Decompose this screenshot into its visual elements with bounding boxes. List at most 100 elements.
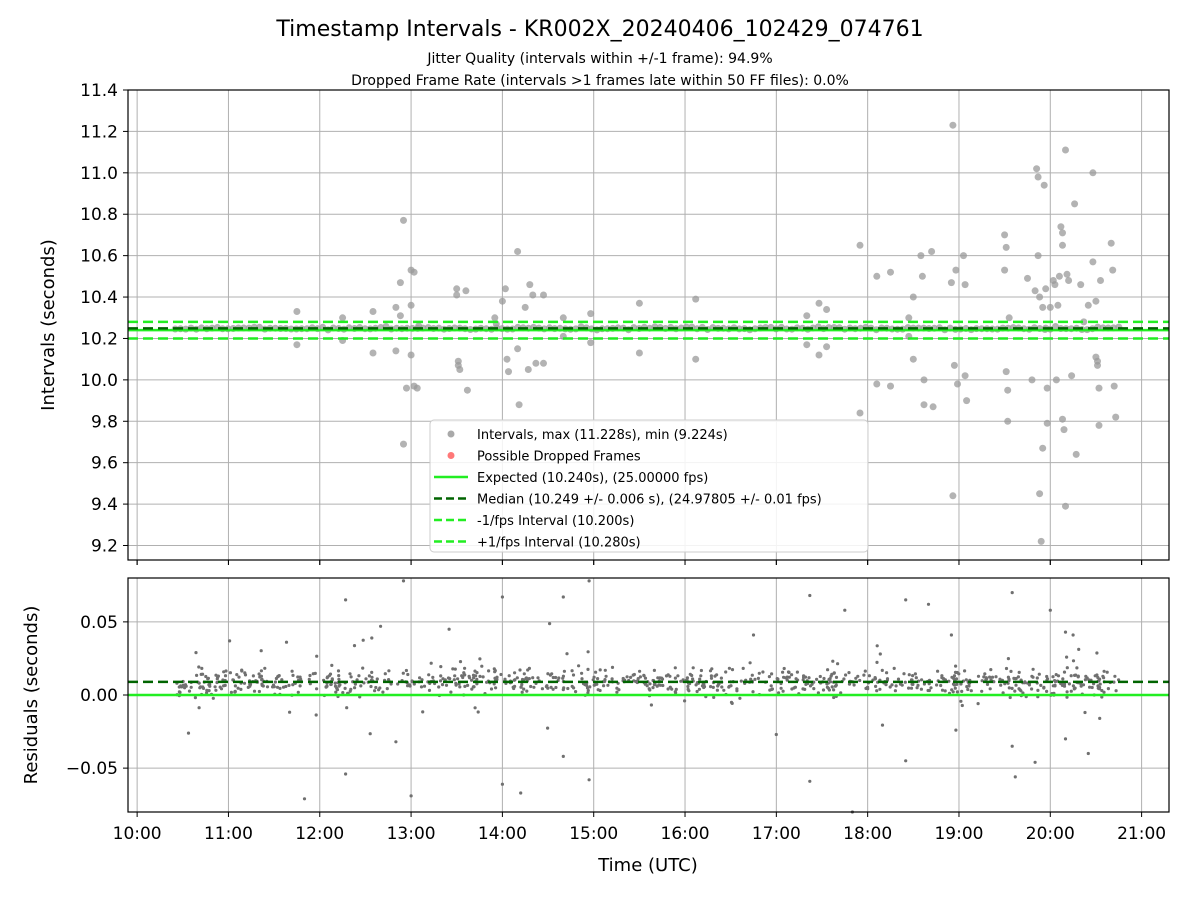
interval-outlier-point-106: [1046, 303, 1054, 311]
residual-point: [844, 673, 848, 677]
residual-point: [716, 682, 721, 687]
residual-point: [1006, 657, 1011, 661]
residual-point: [936, 669, 940, 673]
chart-subtitle-dropped: Dropped Frame Rate (intervals >1 frames …: [351, 73, 849, 89]
interval-outlier-point-57: [856, 241, 864, 249]
interval-outlier-point-10: [400, 216, 407, 224]
residual-point: [438, 679, 443, 683]
residual-point: [385, 687, 389, 691]
residual-point: [1007, 678, 1011, 683]
residual-point: [1088, 685, 1092, 689]
residual-point: [454, 681, 458, 686]
residual-point: [580, 671, 584, 675]
residual-point: [1073, 673, 1077, 678]
residual-point: [913, 672, 918, 676]
residual-point: [419, 685, 424, 689]
interval-outlier-point-116: [1060, 426, 1068, 434]
interval-outlier-point-39: [529, 291, 537, 299]
residual-point: [452, 678, 456, 682]
residual-point: [216, 674, 220, 678]
residual-point: [683, 699, 687, 703]
residuals-x-tick-label-8: 18:00: [843, 824, 892, 844]
residual-outlier-point-15: [751, 633, 756, 637]
residual-point: [673, 666, 677, 670]
residual-outlier-point-5: [401, 579, 406, 583]
residual-point: [770, 672, 774, 676]
residual-point: [529, 684, 533, 689]
residual-point: [900, 683, 904, 687]
residual-point: [214, 688, 218, 692]
residual-point: [296, 690, 300, 694]
residuals-points: [175, 579, 1121, 814]
residual-outlier-point-8: [500, 595, 504, 599]
residual-point: [1114, 689, 1118, 693]
residual-point: [532, 685, 536, 689]
residual-point: [985, 682, 990, 687]
residual-point: [801, 687, 805, 691]
residuals-y-tick-label-1: 0.00: [80, 686, 118, 706]
residual-point: [911, 674, 915, 678]
residual-point: [562, 669, 567, 673]
residual-point: [546, 672, 550, 676]
residual-point: [1023, 681, 1027, 685]
residual-point: [1067, 682, 1071, 686]
residual-point: [580, 677, 584, 681]
residual-point: [561, 688, 565, 692]
residual-point: [1065, 695, 1069, 699]
residual-point: [1037, 672, 1041, 676]
residual-point: [699, 674, 703, 678]
residual-point: [685, 676, 690, 680]
residual-point: [959, 682, 963, 686]
residual-point: [381, 690, 385, 694]
interval-outlier-point-75: [950, 361, 958, 369]
residual-point: [330, 663, 334, 668]
interval-outlier-point-71: [928, 248, 936, 255]
interval-outlier-point-102: [1042, 285, 1050, 293]
residual-point: [463, 684, 467, 689]
residual-point: [228, 671, 232, 675]
residual-point: [769, 684, 773, 688]
residual-point: [709, 685, 713, 689]
residual-point: [368, 732, 372, 736]
residual-outlier-point-33: [1086, 751, 1090, 756]
interval-outlier-point-47: [635, 299, 643, 307]
residual-point: [919, 687, 924, 691]
intervals-y-tick-label-8: 10.8: [80, 205, 118, 225]
residual-point: [854, 676, 858, 680]
legend-marker-1: [447, 452, 455, 459]
residual-outlier-point-10: [519, 791, 523, 795]
residual-point: [291, 673, 295, 678]
residual-point: [362, 681, 366, 685]
residual-point: [481, 675, 485, 679]
residual-point: [565, 652, 569, 656]
residual-outlier-point-12: [561, 754, 565, 759]
residual-point: [187, 689, 192, 693]
interval-outlier-point-68: [918, 272, 926, 280]
residual-point: [237, 675, 241, 679]
residual-point: [233, 684, 237, 688]
residual-point: [902, 672, 906, 676]
residual-point: [666, 687, 670, 691]
residual-point: [327, 674, 331, 678]
residual-point: [554, 675, 558, 680]
residual-point: [885, 671, 889, 675]
residual-point: [698, 677, 702, 681]
residual-point: [561, 676, 565, 680]
residual-point: [828, 677, 832, 681]
residual-point: [1084, 674, 1088, 679]
residual-point: [429, 661, 433, 665]
residual-point: [1095, 673, 1099, 677]
interval-outlier-point-14: [407, 301, 415, 309]
residual-point: [1098, 677, 1102, 681]
residual-point: [615, 690, 619, 694]
residual-point: [915, 686, 919, 690]
interval-outlier-point-62: [887, 382, 894, 390]
residual-point: [602, 684, 606, 688]
residual-point: [577, 664, 581, 668]
interval-outlier-point-34: [514, 345, 522, 353]
residual-point: [779, 686, 783, 690]
interval-outlier-point-132: [1094, 361, 1101, 369]
residual-point: [825, 685, 830, 689]
residual-point: [750, 673, 754, 677]
interval-outlier-point-43: [559, 314, 567, 322]
